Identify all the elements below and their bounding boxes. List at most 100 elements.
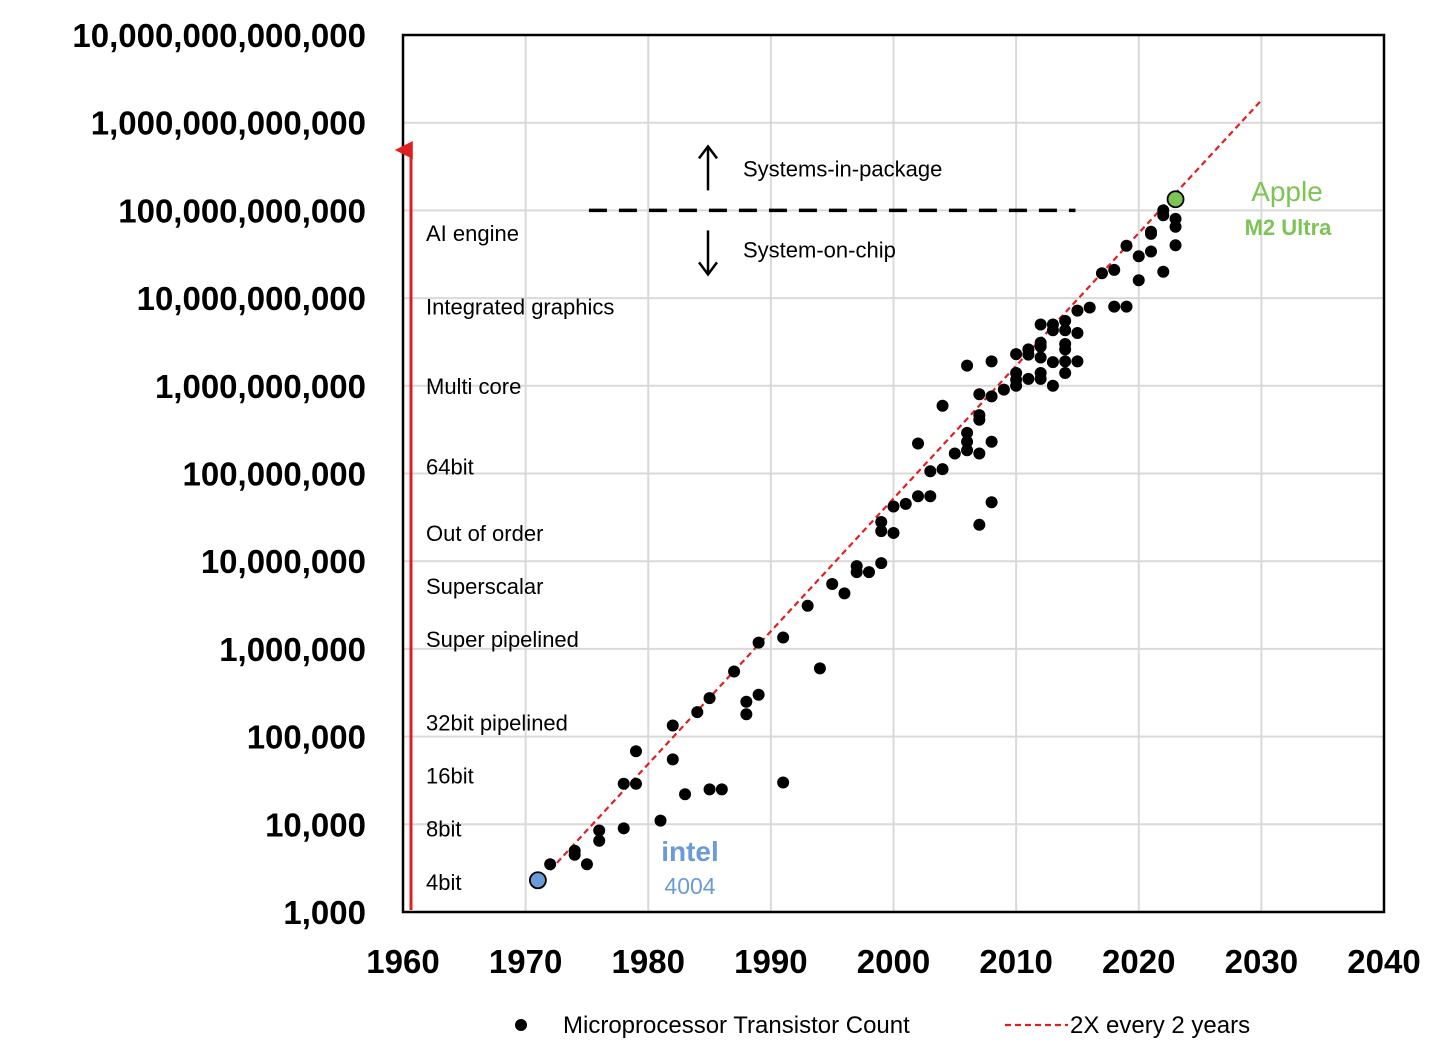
data-point bbox=[777, 631, 790, 644]
trend-line-2x bbox=[549, 99, 1263, 871]
data-point bbox=[1108, 300, 1121, 313]
data-point bbox=[1022, 343, 1035, 356]
y-tick-label: 1,000,000 bbox=[219, 631, 366, 668]
data-point bbox=[973, 518, 986, 531]
data-point bbox=[593, 824, 606, 837]
feature-label: 4bit bbox=[426, 870, 461, 895]
data-point bbox=[1046, 318, 1059, 331]
data-point bbox=[777, 776, 790, 789]
data-point bbox=[1071, 304, 1084, 317]
data-point bbox=[593, 834, 606, 847]
data-point bbox=[1034, 351, 1047, 364]
x-tick-label: 2040 bbox=[1347, 943, 1420, 980]
data-point bbox=[617, 777, 630, 790]
data-point bbox=[850, 560, 863, 573]
y-tick-label: 10,000 bbox=[265, 806, 366, 843]
y-tick-label: 1,000,000,000 bbox=[155, 368, 366, 405]
y-axis-ticks: 1,000 10,000 100,000 1,000,000 10,000,000 100… bbox=[72, 17, 366, 931]
data-point bbox=[973, 447, 986, 460]
package-threshold: Systems-in-package System-on-chip bbox=[588, 144, 1076, 277]
highlight-label-secondary: M2 Ultra bbox=[1245, 215, 1333, 240]
feature-label: 8bit bbox=[426, 816, 461, 841]
data-point bbox=[1120, 239, 1133, 252]
data-point bbox=[1010, 348, 1023, 361]
data-point bbox=[985, 496, 998, 509]
data-point bbox=[1059, 337, 1072, 350]
data-point bbox=[875, 557, 888, 570]
data-point bbox=[936, 463, 949, 476]
highlight-point bbox=[528, 871, 547, 890]
data-point bbox=[1132, 250, 1145, 263]
data-point bbox=[887, 526, 900, 539]
data-point bbox=[1132, 274, 1145, 287]
feature-label: 32bit pipelined bbox=[426, 710, 568, 735]
feature-label: Super pipelined bbox=[426, 627, 579, 652]
data-point bbox=[1108, 263, 1121, 276]
data-point bbox=[1120, 300, 1133, 313]
highlight-label-primary: Apple bbox=[1251, 176, 1323, 207]
data-points bbox=[544, 204, 1182, 871]
data-point bbox=[912, 490, 925, 503]
highlight-label-primary: intel bbox=[661, 836, 719, 867]
data-point bbox=[985, 355, 998, 368]
legend-label: Microprocessor Transistor Count bbox=[563, 1012, 910, 1039]
data-point bbox=[973, 409, 986, 422]
data-point bbox=[936, 399, 949, 412]
above-threshold-label: Systems-in-package bbox=[743, 156, 942, 181]
data-point bbox=[1169, 220, 1182, 233]
legend-label: 2X every 2 years bbox=[1070, 1012, 1250, 1039]
data-point bbox=[899, 497, 912, 510]
data-point bbox=[985, 435, 998, 448]
highlight-point bbox=[1166, 190, 1185, 209]
data-point bbox=[912, 437, 925, 450]
data-point bbox=[703, 783, 716, 796]
data-point bbox=[1145, 245, 1158, 258]
trend-line bbox=[549, 99, 1263, 871]
data-point bbox=[1059, 355, 1072, 368]
data-point bbox=[752, 688, 765, 701]
x-axis-ticks: 1960 1970 1980 1990 2000 2010 2020 2030 2040 bbox=[366, 943, 1420, 980]
y-tick-label: 100,000,000,000 bbox=[118, 192, 366, 229]
data-point bbox=[1059, 324, 1072, 337]
data-point bbox=[948, 447, 961, 460]
y-tick-label: 10,000,000,000 bbox=[137, 280, 366, 317]
data-point bbox=[1169, 239, 1182, 252]
y-tick-label: 100,000 bbox=[247, 719, 366, 756]
data-point bbox=[544, 858, 557, 871]
data-point bbox=[580, 858, 593, 871]
below-threshold-label: System-on-chip bbox=[743, 237, 896, 262]
feature-label: Superscalar bbox=[426, 574, 543, 599]
legend: Microprocessor Transistor Count 2X every … bbox=[515, 1012, 1250, 1039]
x-tick-label: 2010 bbox=[979, 943, 1052, 980]
data-point bbox=[1010, 366, 1023, 379]
data-point bbox=[801, 599, 814, 612]
data-point bbox=[1034, 318, 1047, 331]
data-point bbox=[568, 844, 581, 857]
plot-frame bbox=[401, 33, 1386, 914]
data-point bbox=[654, 814, 667, 827]
x-tick-label: 1960 bbox=[366, 943, 439, 980]
data-point bbox=[961, 435, 974, 448]
feature-label: Out of order bbox=[426, 521, 543, 546]
x-tick-label: 2030 bbox=[1225, 943, 1298, 980]
data-point bbox=[997, 383, 1010, 396]
data-point bbox=[752, 636, 765, 649]
data-point bbox=[1059, 314, 1072, 327]
feature-label: Multi core bbox=[426, 374, 521, 399]
x-tick-label: 1990 bbox=[734, 943, 807, 980]
data-point bbox=[715, 783, 728, 796]
feature-label: Integrated graphics bbox=[426, 295, 614, 320]
highlight-label-secondary: 4004 bbox=[664, 873, 715, 899]
y-tick-label: 100,000,000 bbox=[182, 456, 366, 493]
feature-label: 16bit bbox=[426, 764, 474, 789]
data-point bbox=[691, 706, 704, 719]
data-point bbox=[838, 587, 851, 600]
data-point bbox=[617, 822, 630, 835]
data-point bbox=[961, 444, 974, 457]
x-tick-label: 1980 bbox=[612, 943, 685, 980]
data-point bbox=[1071, 355, 1084, 368]
down-arrow-head-icon bbox=[698, 261, 718, 277]
data-point bbox=[728, 665, 741, 678]
data-point bbox=[887, 500, 900, 513]
